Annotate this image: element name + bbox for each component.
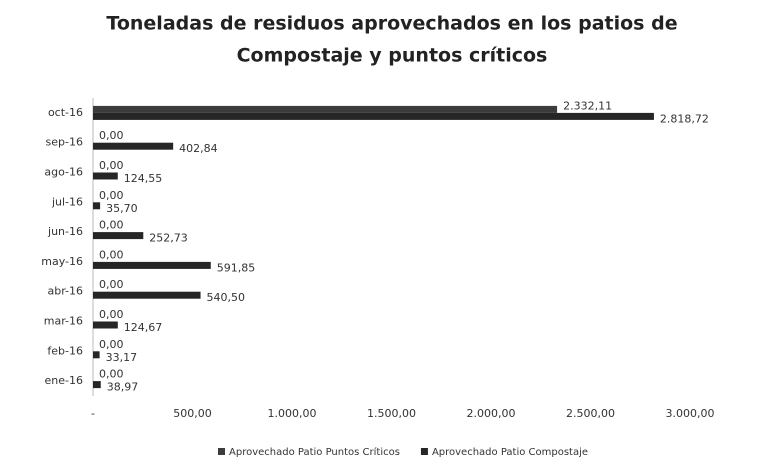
y-tick-label: jun-16 xyxy=(47,225,83,238)
value-label: 540,50 xyxy=(207,291,246,304)
bar xyxy=(93,261,211,269)
x-tick-label: - xyxy=(91,407,95,420)
bar xyxy=(93,172,118,180)
y-tick-label: sep-16 xyxy=(46,136,83,149)
value-label: 0,00 xyxy=(99,129,124,142)
value-label: 0,00 xyxy=(99,338,124,351)
bar xyxy=(93,321,118,329)
x-tick-label: 2.000,00 xyxy=(467,407,516,420)
y-tick-label: jul-16 xyxy=(51,195,83,208)
bar xyxy=(93,105,558,113)
chart-title: Compostaje y puntos críticos xyxy=(237,45,548,67)
value-label: 2.818,72 xyxy=(660,112,709,125)
value-label: 35,70 xyxy=(106,202,138,215)
x-tick-label: 2.500,00 xyxy=(566,407,615,420)
value-label: 124,67 xyxy=(124,321,162,334)
bar xyxy=(93,351,100,359)
value-label: 0,00 xyxy=(99,308,124,321)
value-label: 0,00 xyxy=(99,368,124,381)
x-tick-label: 1.000,00 xyxy=(268,407,317,420)
value-label: 0,00 xyxy=(99,219,124,232)
value-label: 402,84 xyxy=(179,142,218,155)
legend-label: Aprovechado Patio Compostaje xyxy=(432,447,588,458)
bar xyxy=(93,202,101,210)
bar xyxy=(93,232,144,240)
bar xyxy=(93,142,174,150)
value-label: 0,00 xyxy=(99,278,124,291)
y-tick-label: feb-16 xyxy=(47,344,83,357)
value-label: 0,00 xyxy=(99,159,124,172)
x-tick-label: 1.500,00 xyxy=(367,407,416,420)
y-tick-label: may-16 xyxy=(41,255,83,268)
x-tick-label: 3.000,00 xyxy=(666,407,715,420)
value-label: 591,85 xyxy=(217,261,256,274)
bar xyxy=(93,112,654,120)
value-label: 124,55 xyxy=(124,172,163,185)
value-label: 38,97 xyxy=(107,381,139,394)
bar xyxy=(93,291,201,299)
y-tick-label: ago-16 xyxy=(44,166,83,179)
y-tick-label: ene-16 xyxy=(45,374,83,387)
legend-swatch xyxy=(218,448,225,455)
legend-label: Aprovechado Patio Puntos Críticos xyxy=(229,446,400,458)
x-tick-label: 500,00 xyxy=(173,407,212,420)
bar xyxy=(93,381,101,389)
value-label: 0,00 xyxy=(99,189,124,202)
value-label: 33,17 xyxy=(106,351,138,364)
value-label: 2.332,11 xyxy=(563,99,612,112)
chart-title: Toneladas de residuos aprovechados en lo… xyxy=(106,13,677,35)
y-tick-label: abr-16 xyxy=(47,285,83,298)
value-label: 0,00 xyxy=(99,248,124,261)
y-tick-label: mar-16 xyxy=(44,315,83,328)
value-label: 252,73 xyxy=(149,232,188,245)
y-tick-label: oct-16 xyxy=(48,106,83,119)
legend-swatch xyxy=(420,448,428,455)
